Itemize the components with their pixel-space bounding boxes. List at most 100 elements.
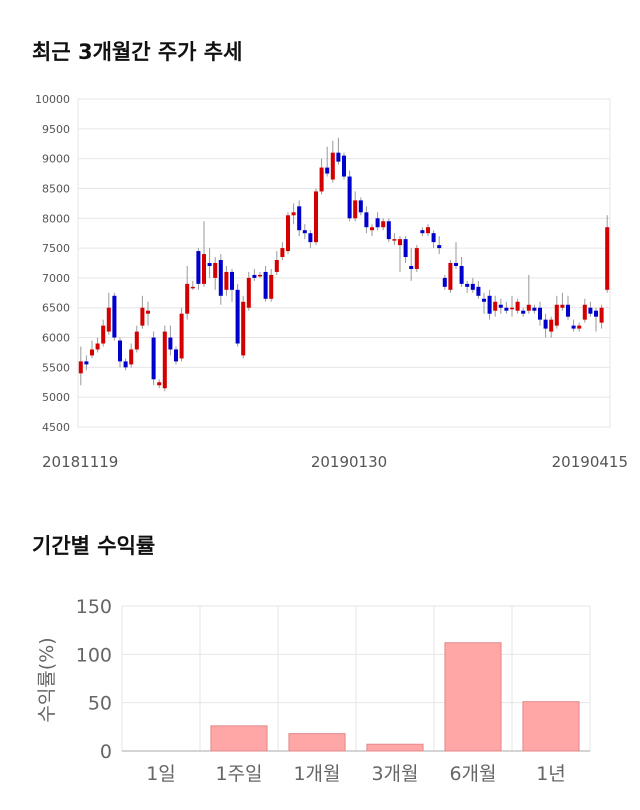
y-tick-label: 0 — [100, 741, 112, 763]
candle-body — [425, 227, 431, 234]
candle-body — [521, 310, 526, 314]
candle-body — [526, 304, 531, 311]
candle-body — [336, 152, 341, 162]
candle-body — [291, 212, 296, 216]
return-bar — [366, 743, 424, 752]
candle-body — [196, 251, 201, 284]
candle-body — [241, 301, 246, 356]
candle-body — [347, 176, 352, 219]
candle-body — [84, 361, 89, 365]
candle-body — [515, 301, 520, 311]
candle-body — [207, 263, 212, 266]
candle-body — [229, 271, 235, 290]
candle-body — [308, 233, 313, 243]
candle-body — [560, 304, 565, 308]
candle-body — [577, 325, 582, 329]
candle-body — [330, 152, 335, 180]
candle-body — [112, 295, 117, 338]
candle-body — [605, 227, 610, 290]
candle-body — [285, 215, 291, 252]
candle-body — [145, 310, 151, 314]
price-candlestick-chart: 10000 9500 9000 8500 8000 7500 7000 6500 6000 550… — [35, 93, 628, 471]
candle-body — [532, 307, 537, 311]
candle-body — [448, 263, 453, 290]
candle-body — [101, 325, 106, 344]
candle-body — [123, 361, 128, 368]
candle-body — [465, 283, 470, 287]
candle-body — [162, 331, 167, 389]
candle-body — [297, 206, 302, 231]
candle-body — [117, 340, 123, 362]
candle-body — [543, 319, 548, 329]
x-tick-label: 6개월 — [449, 763, 496, 785]
y-tick-label: 9500 — [42, 123, 70, 136]
y-tick-label: 6000 — [42, 332, 70, 345]
candle-body — [201, 254, 207, 284]
candle-body — [280, 248, 285, 258]
candle-body — [95, 343, 100, 350]
candle-body — [151, 337, 156, 380]
candle-body — [459, 265, 464, 284]
y-tick-label: 7500 — [42, 242, 70, 255]
candle-body — [173, 349, 179, 362]
price-trend-title: 최근 3개월간 주가 추세 — [32, 40, 243, 64]
candle-body — [78, 361, 83, 374]
y-tick-label: 100 — [76, 644, 112, 666]
candle-body — [593, 310, 599, 317]
x-tick-label: 1개월 — [293, 763, 340, 785]
candle-body — [375, 218, 380, 228]
candle-body — [313, 191, 319, 243]
x-tick-label: 1주일 — [215, 763, 262, 785]
candle-body — [392, 239, 397, 241]
candle-body — [414, 248, 419, 269]
candle-body — [599, 307, 604, 323]
candle-body — [442, 277, 447, 287]
x-tick-label: 1년 — [536, 763, 566, 785]
y-tick-label: 50 — [88, 693, 112, 715]
y-tick-label: 5000 — [42, 391, 70, 404]
y-tick-label: 10000 — [35, 93, 70, 106]
y-tick-label: 6500 — [42, 302, 70, 315]
candle-body — [358, 200, 363, 213]
candle-body — [325, 167, 330, 174]
candle-body — [582, 304, 587, 320]
x-tick-label: 20190130 — [311, 453, 387, 471]
candle-body — [269, 274, 274, 299]
candle-body — [218, 260, 223, 296]
y-tick-label: 8500 — [42, 182, 70, 195]
y-tick-label: 9000 — [42, 153, 70, 166]
candle-body — [224, 271, 229, 290]
candle-body — [185, 283, 190, 314]
candle-body — [493, 301, 498, 311]
candle-body — [403, 239, 408, 258]
y-tick-label: 8000 — [42, 212, 70, 225]
y-axis-label: 수익률(%) — [36, 637, 58, 722]
candle-body — [437, 245, 442, 249]
candle-body — [263, 271, 268, 299]
candle-body — [420, 230, 425, 234]
candle-body — [129, 349, 134, 365]
candle-body — [257, 274, 263, 277]
candle-body — [537, 307, 543, 320]
y-tick-label: 4500 — [42, 421, 70, 434]
candle-body — [386, 221, 391, 240]
candle-body — [190, 286, 195, 289]
candle-body — [157, 382, 162, 386]
candle-body — [487, 295, 492, 314]
candle-body — [481, 298, 487, 302]
candle-body — [476, 286, 481, 296]
return-bar — [522, 701, 580, 752]
x-tick-label: 1일 — [146, 763, 176, 785]
candle-body — [353, 200, 358, 219]
candle-body — [252, 274, 257, 278]
candle-body — [409, 265, 414, 269]
candle-body — [106, 307, 111, 332]
candle-body — [470, 283, 475, 290]
x-tick-label: 3개월 — [371, 763, 418, 785]
candle-body — [364, 212, 369, 228]
candle-body — [565, 304, 571, 317]
candle-body — [140, 307, 145, 326]
candle-body — [179, 313, 184, 359]
candle-body — [341, 155, 347, 177]
